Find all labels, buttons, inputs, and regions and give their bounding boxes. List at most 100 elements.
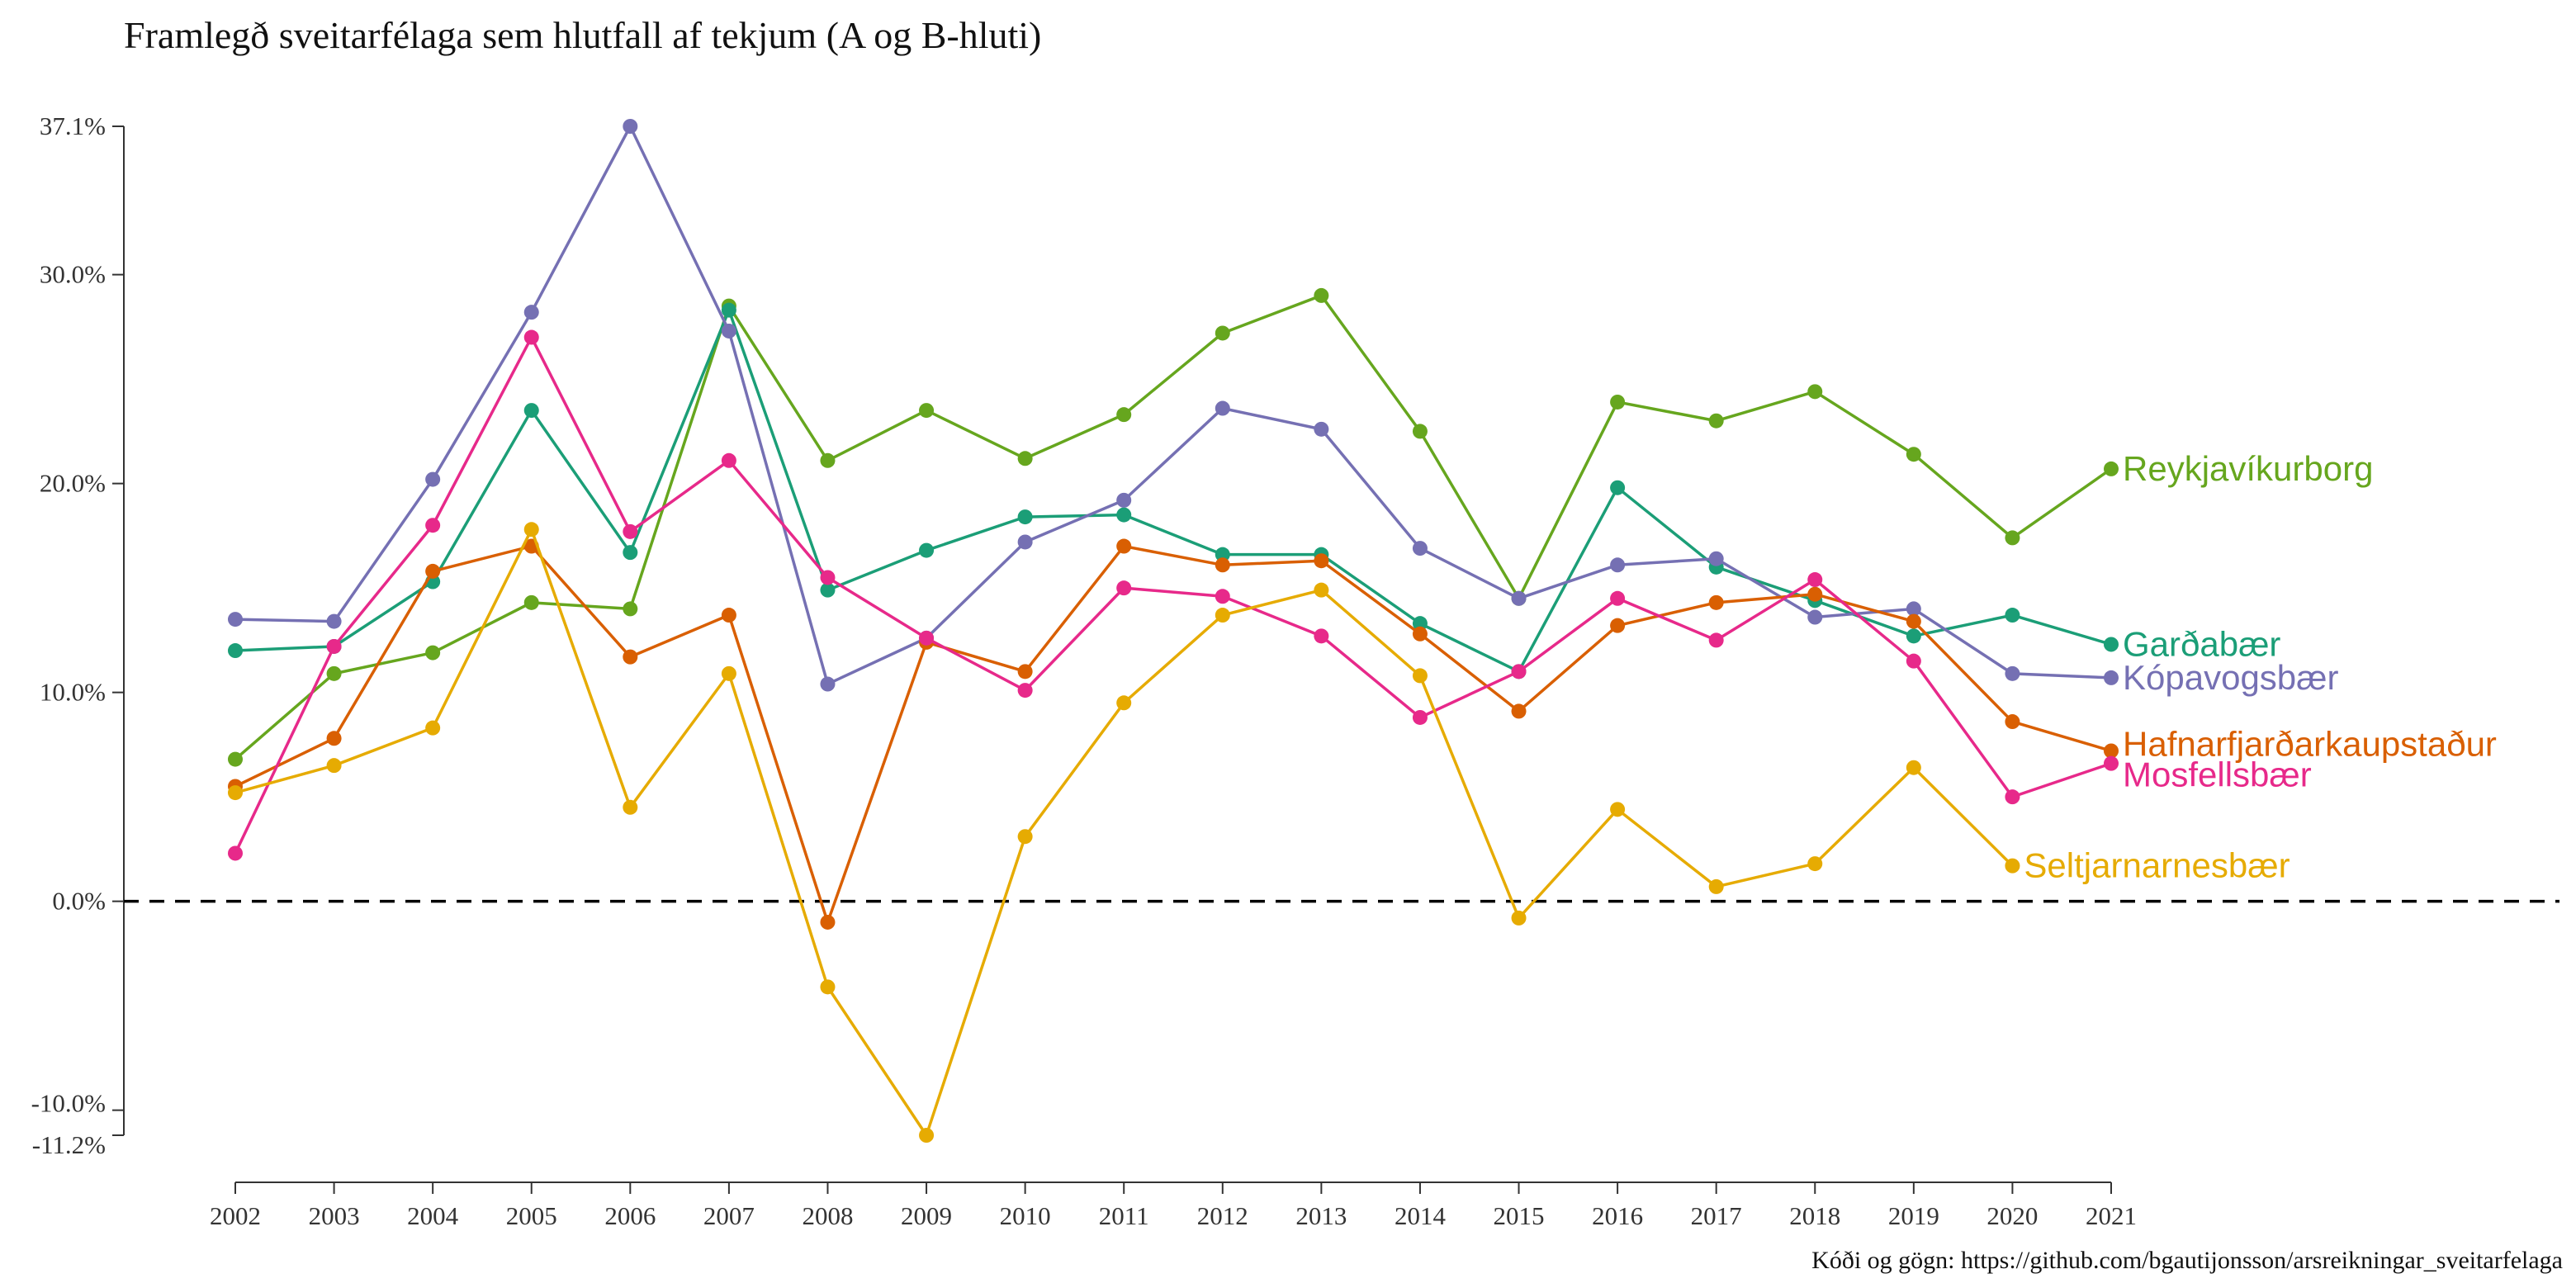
data-point [820,582,836,598]
data-point [919,403,935,419]
data-point [326,613,342,629]
data-point [1215,547,1230,562]
data-point [326,731,342,746]
series-hafnarfjar-arkaupsta-ur [228,538,2119,930]
data-point [1116,538,1132,554]
data-point [1708,413,1724,429]
data-point [623,649,638,665]
data-point [2104,743,2119,759]
data-point [623,601,638,617]
data-point [523,594,539,610]
data-point [326,638,342,654]
x-tick-label: 2011 [1099,1201,1149,1230]
x-tick-label: 2015 [1494,1201,1545,1230]
data-point [919,1128,935,1143]
data-point [1412,626,1428,642]
data-point [1116,407,1132,423]
x-tick-label: 2006 [604,1201,656,1230]
data-point [820,452,836,468]
x-tick-label: 2017 [1691,1201,1742,1230]
data-point [425,645,441,661]
x-tick-label: 2012 [1197,1201,1248,1230]
series-label-seltjarnarnesb-r: Seltjarnarnesbær [2024,846,2290,885]
data-point [523,305,539,320]
y-tick-label: 20.0% [40,469,106,498]
x-tick-label: 2013 [1295,1201,1347,1230]
data-point [2104,637,2119,652]
data-point [721,323,736,339]
data-point [425,471,441,487]
data-point [228,612,243,627]
y-tick-label: 30.0% [40,260,106,289]
data-point [425,518,441,533]
data-point [1511,703,1527,719]
series-line [234,335,2112,855]
data-point [919,630,935,646]
data-point [820,676,836,692]
data-point [425,563,441,579]
chart-title: Framlegð sveitarfélaga sem hlutfall af t… [124,14,1041,56]
x-tick-label: 2009 [901,1201,952,1230]
data-point [2005,665,2020,681]
data-point [1610,480,1626,495]
data-point [1314,628,1329,644]
data-point [523,329,539,345]
series-line [234,544,2112,924]
data-point [1906,628,1921,644]
data-point [1610,618,1626,633]
data-point [523,403,539,419]
data-point [623,523,638,539]
data-point [2005,858,2020,874]
data-point [1708,551,1724,566]
data-point [1708,594,1724,610]
data-point [523,522,539,537]
data-point [1314,553,1329,569]
x-tick-label: 2005 [506,1201,557,1230]
x-tick-label: 2003 [309,1201,360,1230]
data-point [1906,613,1921,629]
series-label-hafnarfjar-arkaupsta-ur: Hafnarfjarðarkaupstaður [2123,724,2497,763]
x-tick-label: 2007 [703,1201,755,1230]
chart-caption: Kóði og gögn: https://github.com/bgautij… [1811,1247,2563,1274]
y-tick-label: -10.0% [31,1089,106,1118]
series-ko-pavogsb-r [228,119,2119,692]
data-point [721,452,736,468]
y-tick-label: 10.0% [40,678,106,707]
data-point [1906,447,1921,462]
data-point [623,119,638,134]
data-point [1807,572,1823,588]
data-point [1412,541,1428,556]
series-label-ko-pavogsb-r: Kópavogsbær [2123,658,2339,697]
data-point [1412,616,1428,632]
data-point [1610,394,1626,410]
data-point [1412,668,1428,684]
data-point [1807,856,1823,872]
data-point [1215,325,1230,341]
data-point [2104,755,2119,771]
data-point [2005,608,2020,623]
data-point [1807,609,1823,625]
series-group [228,119,2119,1143]
data-point [1116,695,1132,711]
y-tick-label: 0.0% [52,887,106,916]
data-point [1017,534,1033,550]
data-point [2005,714,2020,730]
data-point [721,665,736,681]
x-tick-label: 2020 [1986,1201,2038,1230]
data-point [1610,557,1626,573]
series-label-mosfellsb-r: Mosfellsbær [2123,755,2312,794]
data-point [623,799,638,815]
data-point [1116,580,1132,596]
data-point [623,545,638,561]
data-point [721,302,736,318]
data-point [1610,802,1626,817]
data-point [1511,664,1527,680]
data-point [1511,910,1527,926]
data-point [1116,507,1132,523]
data-point [1215,400,1230,416]
data-point [820,570,836,585]
x-tick-label: 2004 [407,1201,459,1230]
data-point [228,643,243,659]
y-tick-label: 37.1% [40,111,106,140]
